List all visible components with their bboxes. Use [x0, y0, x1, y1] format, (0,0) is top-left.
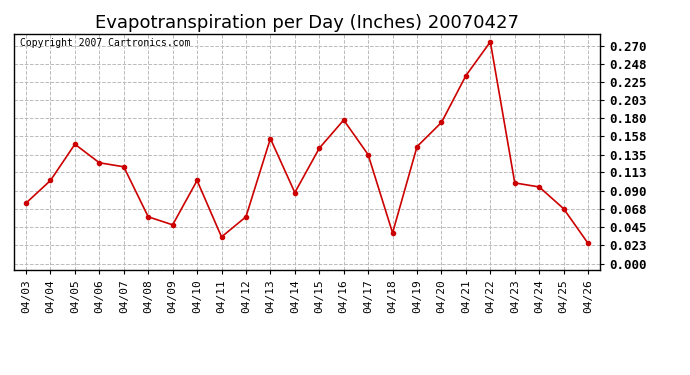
Title: Evapotranspiration per Day (Inches) 20070427: Evapotranspiration per Day (Inches) 2007…	[95, 14, 519, 32]
Text: Copyright 2007 Cartronics.com: Copyright 2007 Cartronics.com	[19, 39, 190, 48]
